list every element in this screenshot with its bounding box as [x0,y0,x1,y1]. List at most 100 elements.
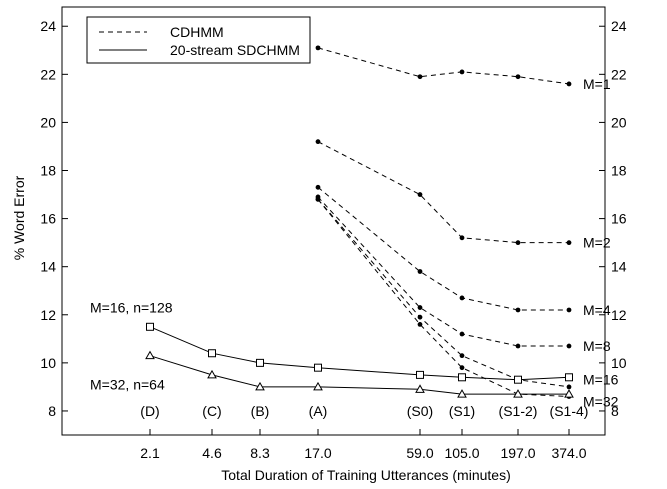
series-line [317,186,569,311]
data-point [515,74,521,80]
series-line [317,199,570,397]
y-tick-label-right: 18 [611,163,627,179]
data-point [313,381,323,391]
series-line [317,199,570,388]
axes: 8 8 10 10 12 12 14 14 16 16 18 18 20 20 22 22 24 24 2.1 (D)… [40,6,627,461]
y-tick-label-left: 8 [48,403,56,419]
data-point [514,375,522,384]
data-point [417,269,423,274]
x-tick-label: 4.6 [202,445,222,461]
y-tick-label-left: 22 [40,66,56,82]
data-point [565,373,573,382]
data-point [314,363,322,372]
y-tick-label-left: 18 [40,163,56,179]
series-markers [145,45,574,399]
data-point [417,314,423,320]
series-line [149,355,569,395]
data-point [457,389,467,398]
x-tick-label: 17.0 [304,445,331,461]
y-tick-label-left: 12 [40,307,56,323]
y-tick-label-right: 10 [611,355,627,371]
y-tick-label-left: 24 [40,18,56,34]
y-tick-label-left: 16 [40,211,56,227]
y-tick-label-left: 10 [40,355,56,371]
x-category-code: (S1-4) [550,403,589,419]
series-line [317,47,570,85]
series-line [317,196,569,347]
x-category-code: (A) [309,403,328,419]
data-point [566,307,572,313]
series-label: M=2 [583,235,611,251]
data-point [417,305,423,310]
plot-frame [61,6,606,436]
data-point [458,373,466,382]
series-label: M=16, n=128 [90,300,173,316]
series-label: M=1 [583,76,611,92]
data-point [315,45,321,51]
x-tick-label: 197.0 [500,445,535,461]
series-annotations: M=1 M=2 M=4 M=8 M=16 M=32 M=16, n=128 M=32, n=6… [90,76,619,409]
data-point [566,240,572,246]
y-tick-label-right: 20 [611,114,627,130]
series-label: M=16 [583,372,619,388]
data-point [208,349,216,358]
x-category-code: (D) [140,403,159,419]
data-point [417,321,423,327]
series-label: M=8 [583,338,611,354]
data-point [416,370,424,379]
x-tick-label: 59.0 [406,445,433,461]
y-axis-title: % Word Error [11,175,27,260]
data-point [207,369,217,379]
data-point [564,389,574,398]
legend-box [86,16,311,64]
data-point [256,358,264,367]
legend: CDHMM 20-stream SDCHMM [86,16,311,64]
data-point [515,240,521,246]
y-tick-label-right: 24 [611,18,627,34]
data-point [146,322,154,331]
y-tick-label-right: 16 [611,211,627,227]
series-label: M=32, n=64 [90,377,165,393]
data-point [417,192,423,197]
data-point [459,365,465,371]
series-label: M=32 [583,393,619,409]
data-point [459,69,465,75]
y-tick-label-right: 12 [611,307,627,323]
series-line [317,141,569,244]
data-point [515,307,521,313]
data-point [459,295,465,301]
data-point [566,81,572,87]
data-point [459,331,465,337]
x-axis-title: Total Duration of Training Utterances (m… [221,467,510,483]
y-tick-label-right: 14 [611,259,627,275]
y-tick-label-right: 8 [611,403,619,419]
y-tick-label-right: 22 [611,66,627,82]
data-point [315,196,321,202]
y-tick-label-left: 14 [40,259,56,275]
x-category-code: (S1-2) [499,403,538,419]
data-point [315,184,321,190]
data-point [515,343,521,349]
data-point [417,74,423,80]
data-point [513,389,523,398]
data-point [315,139,321,145]
x-category-code: (C) [202,403,221,419]
x-category-code: (S0) [407,403,433,419]
data-point [145,350,155,360]
series-lines [149,47,570,397]
y-tick-label-left: 20 [40,114,56,130]
data-point [415,384,425,393]
x-tick-label: 374.0 [551,445,586,461]
legend-label-cdhmm: CDHMM [170,24,224,40]
data-point [566,343,572,349]
legend-label-sdchmm: 20-stream SDCHMM [170,42,300,58]
x-category-code: (S1) [449,403,475,419]
x-tick-label: 2.1 [140,445,160,461]
data-point [566,384,572,390]
series-line [149,326,570,381]
x-category-code: (B) [251,403,270,419]
x-tick-label: 8.3 [250,445,270,461]
x-tick-label: 105.0 [444,445,479,461]
